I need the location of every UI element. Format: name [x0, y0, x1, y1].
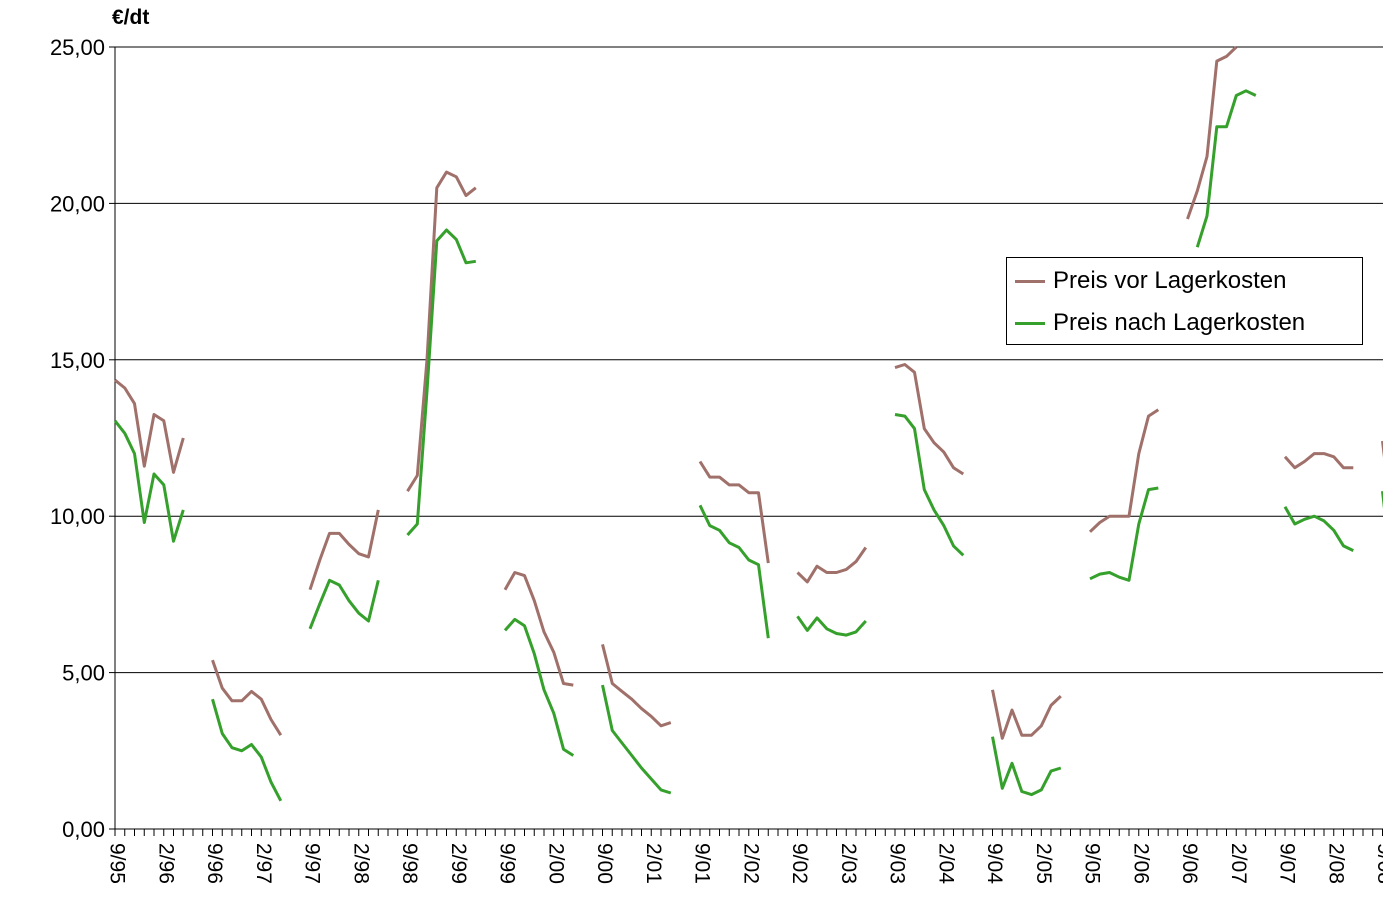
x-tick-label: 2/07	[1227, 843, 1250, 884]
x-tick-label: 2/06	[1129, 843, 1152, 884]
series-line-nach	[1195, 89, 1257, 248]
series-line-vor	[894, 363, 965, 476]
grid-lines	[115, 46, 1383, 674]
series-line-nach	[601, 684, 672, 795]
x-axis-ticks: 9/95 2/96 9/96 2/97 9/97 2/98 9/98 2/99 9/99 2/00…	[106, 829, 1383, 884]
series-line-vor	[503, 571, 574, 687]
series-line-nach	[991, 736, 1062, 797]
x-tick-label: 9/05	[1081, 843, 1104, 884]
x-tick-label: 2/98	[349, 843, 372, 884]
x-tick-label: 2/03	[837, 843, 860, 884]
legend-label-nach: Preis nach Lagerkosten	[1053, 309, 1306, 336]
x-tick-label: 9/08	[1373, 843, 1383, 884]
x-tick-label: 9/95	[106, 843, 129, 884]
x-tick-label: 9/04	[983, 843, 1006, 884]
series-line-vor	[406, 170, 477, 492]
x-tick-label: 2/08	[1324, 843, 1347, 884]
axes	[114, 47, 1383, 830]
y-tick-label: 0,00	[62, 817, 105, 842]
series-line-vor	[1283, 452, 1354, 470]
x-tick-label: 9/96	[203, 843, 226, 884]
x-tick-label: 9/00	[593, 843, 616, 884]
x-tick-label: 2/01	[642, 843, 665, 884]
series-line-nach	[308, 578, 380, 630]
x-tick-label: 2/02	[739, 843, 762, 884]
x-tick-label: 9/98	[398, 843, 421, 884]
x-tick-label: 2/04	[934, 843, 957, 884]
series-line-vor	[698, 460, 770, 564]
series-line-nach	[406, 228, 477, 536]
series-line-nach	[1283, 506, 1354, 552]
legend-label-vor: Preis vor Lagerkosten	[1053, 267, 1287, 294]
series-line-nach	[211, 698, 283, 802]
x-tick-label: 2/05	[1032, 843, 1055, 884]
series-line-nach	[698, 504, 770, 639]
x-tick-label: 9/99	[496, 843, 519, 884]
y-tick-label: 25,00	[50, 35, 105, 60]
x-tick-label: 9/01	[691, 843, 714, 884]
series-line-vor	[796, 546, 868, 584]
series-line-nach	[1089, 486, 1159, 582]
series-line-nach	[894, 413, 965, 557]
x-tick-label: 2/96	[154, 843, 177, 884]
legend-swatch-nach	[1015, 321, 1045, 325]
y-tick-label: 10,00	[50, 504, 105, 529]
x-tick-label: 2/00	[544, 843, 567, 884]
x-tick-label: 2/99	[447, 843, 470, 884]
x-tick-label: 9/03	[886, 843, 909, 884]
series-line-vor	[1088, 408, 1160, 533]
series-line-vor	[114, 378, 185, 474]
series-line-nach	[113, 419, 185, 543]
x-tick-label: 2/97	[252, 843, 275, 884]
y-axis-unit-label: €/dt	[112, 6, 150, 29]
series-line-nach	[796, 615, 867, 637]
series-line-vor	[308, 509, 380, 591]
y-tick-label: 20,00	[50, 191, 105, 216]
series-line-vor	[211, 659, 283, 736]
x-tick-label: 9/97	[301, 843, 324, 884]
series-line-vor	[1186, 45, 1238, 220]
legend-item-vor: Preis vor Lagerkosten	[1015, 266, 1286, 296]
series-line-vor	[991, 689, 1062, 740]
legend: Preis vor Lagerkosten Preis nach Lagerko…	[1006, 257, 1363, 345]
series-line-nach	[503, 617, 575, 757]
legend-item-nach: Preis nach Lagerkosten	[1015, 308, 1305, 338]
x-tick-label: 9/06	[1178, 843, 1201, 884]
y-axis-ticks: 0,00 5,00 10,00 15,00 20,00 25,00	[50, 35, 115, 842]
y-tick-label: 15,00	[50, 348, 105, 373]
series-lines	[113, 45, 1383, 802]
x-tick-label: 9/07	[1276, 843, 1299, 884]
x-tick-label: 9/02	[788, 843, 811, 884]
legend-swatch-vor	[1015, 279, 1045, 283]
y-tick-label: 5,00	[62, 661, 105, 686]
series-line-vor	[601, 644, 672, 728]
